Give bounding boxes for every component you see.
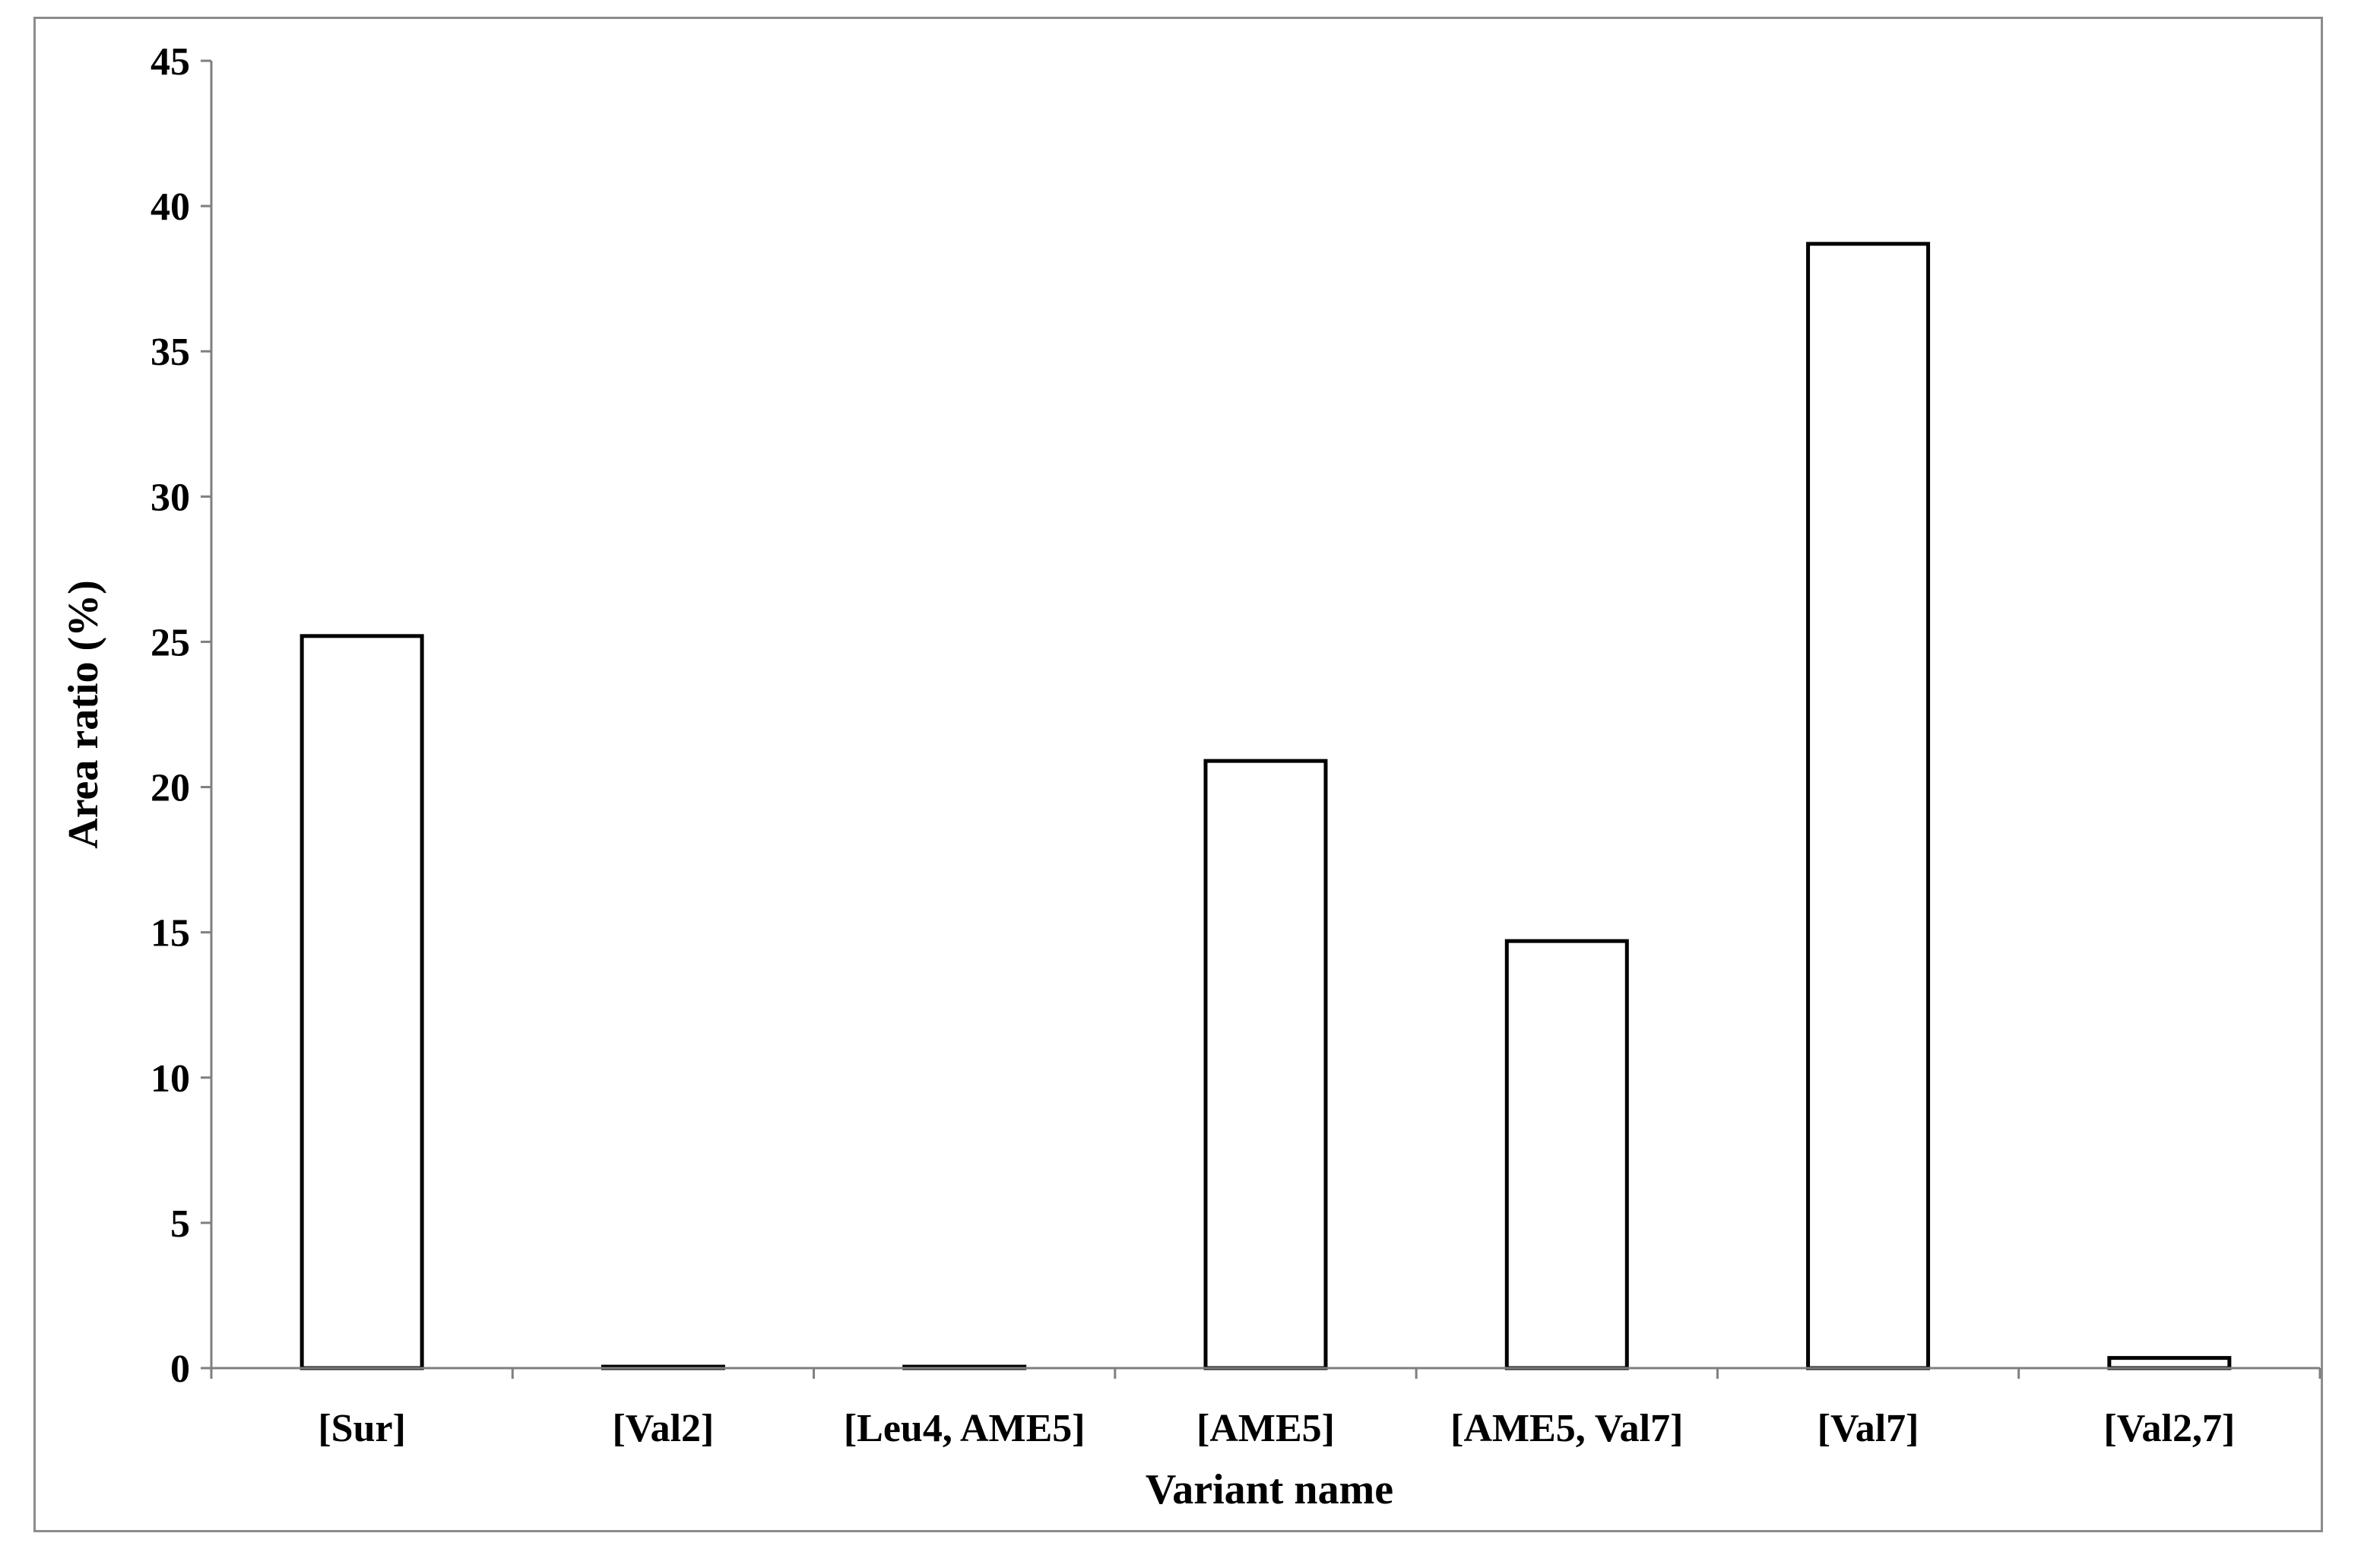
- x-tick-label-0: [Sur]: [318, 1407, 406, 1450]
- axes-group: [210, 61, 2320, 1370]
- y-tick-label-8: 40: [151, 185, 190, 229]
- bar-4: [1504, 939, 1629, 1370]
- y-tick-label-3: 15: [151, 912, 190, 955]
- x-tick-label-4: [AME5, Val7]: [1450, 1407, 1683, 1450]
- bar-5: [1806, 242, 1931, 1370]
- y-tick-label-0: 0: [170, 1348, 190, 1391]
- x-axis-title: Variant name: [1146, 1466, 1393, 1513]
- x-tick-label-2: [Leu4, AME5]: [844, 1407, 1085, 1450]
- y-tick-label-4: 20: [151, 767, 190, 810]
- y-tick-label-9: 45: [151, 40, 190, 84]
- y-tick-label-5: 25: [151, 621, 190, 664]
- x-tick-label-6: [Val2,7]: [2103, 1407, 2235, 1450]
- bars-group: [299, 242, 2232, 1370]
- bar-3: [1203, 759, 1328, 1370]
- y-tick-label-6: 30: [151, 476, 190, 519]
- x-tick-label-5: [Val7]: [1817, 1407, 1919, 1450]
- y-tick-label-1: 5: [170, 1202, 190, 1246]
- bar-0: [299, 634, 424, 1370]
- y-axis-title: Area ratio (%): [60, 580, 107, 849]
- labels-group: 0 5 10 15 20 25 30 35 40 45 [Sur] [Val2] [Leu4, AME5…: [151, 40, 2235, 1450]
- ticks-group: [201, 59, 2321, 1379]
- y-tick-label-2: 10: [151, 1057, 190, 1101]
- bar-6: [2107, 1356, 2232, 1370]
- x-tick-label-1: [Val2]: [612, 1407, 714, 1450]
- x-tick-label-3: [AME5]: [1196, 1407, 1335, 1450]
- y-tick-label-7: 35: [151, 331, 190, 374]
